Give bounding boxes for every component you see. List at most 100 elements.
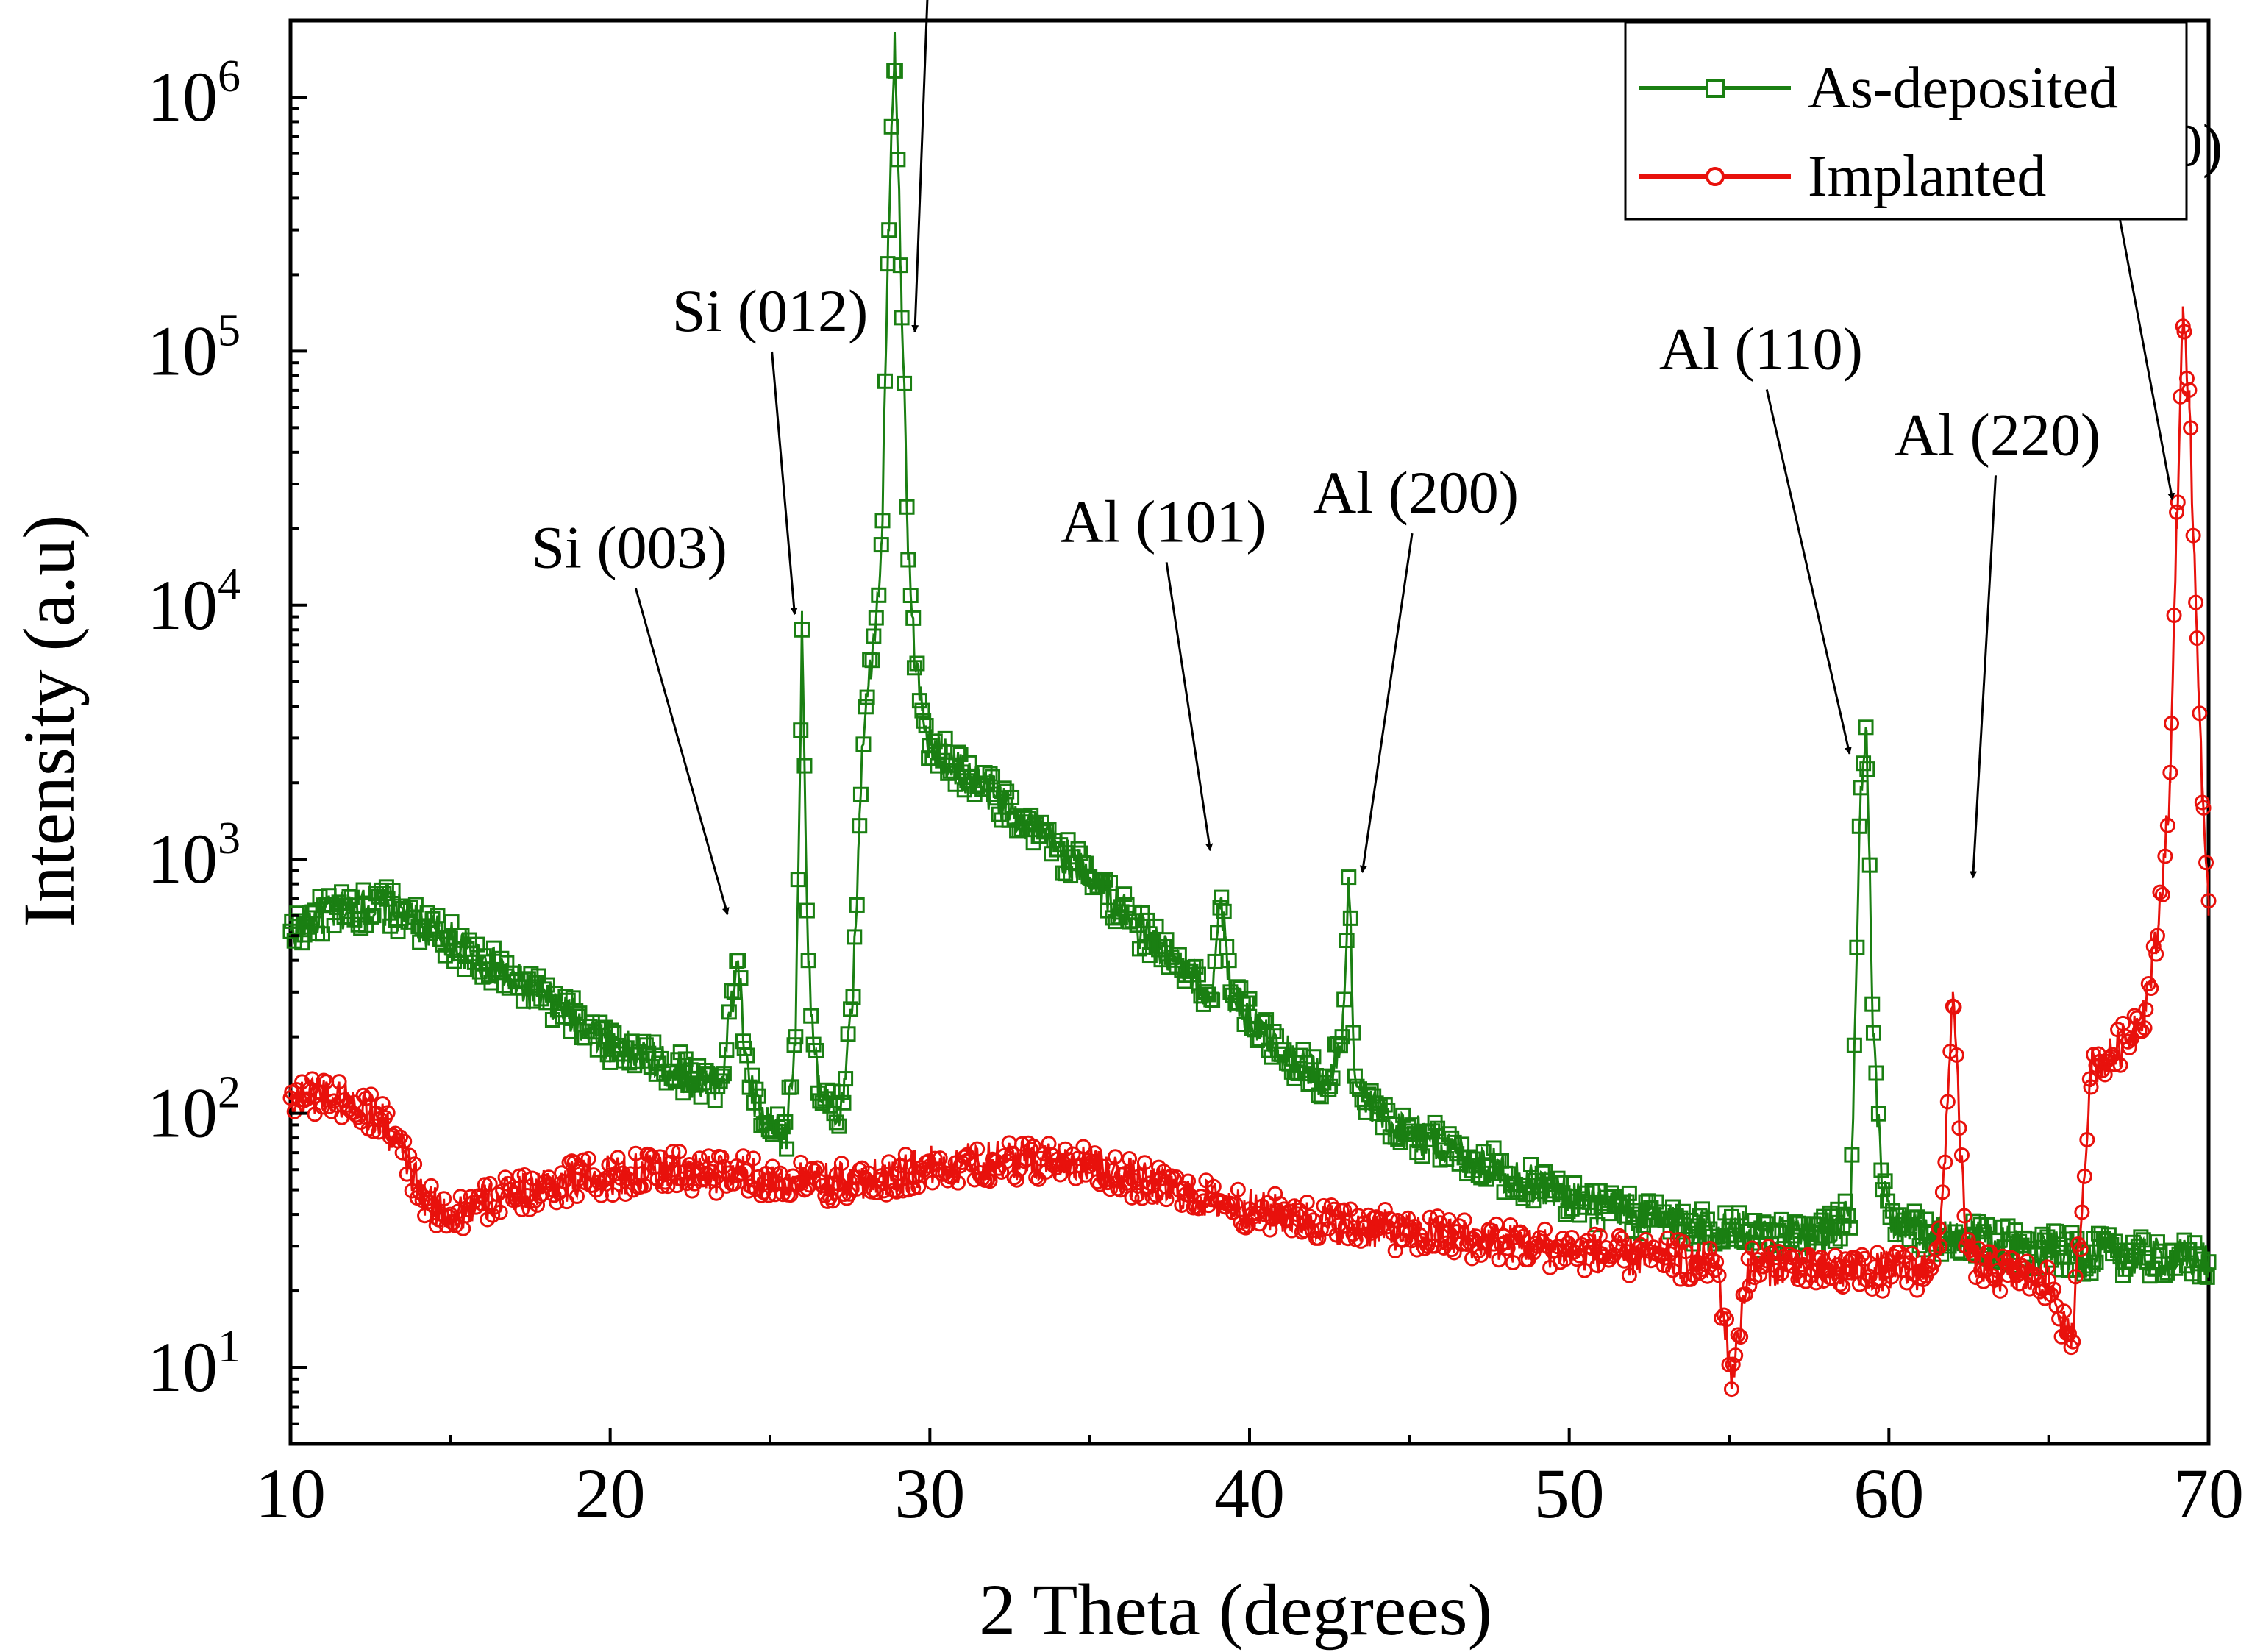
data-point (580, 1150, 596, 1167)
data-point (2199, 1269, 2215, 1285)
data-point (666, 1161, 683, 1178)
y-tick-label: 103 (147, 813, 240, 898)
data-point (918, 718, 934, 734)
data-point (852, 786, 869, 802)
data-point (679, 1175, 695, 1192)
data-point (1699, 1211, 1715, 1228)
legend-marker-implanted (1706, 167, 1725, 186)
data-point (366, 1123, 382, 1139)
data-point (2170, 494, 2186, 510)
data-point (1342, 910, 1358, 926)
data-point (1089, 1174, 1105, 1190)
data-point (1116, 1166, 1133, 1182)
peak-arrow (1765, 389, 1852, 755)
data-point (1205, 992, 1221, 1008)
data-point (803, 1008, 819, 1024)
data-point (1951, 1120, 1967, 1136)
data-point (1058, 1141, 1074, 1157)
data-point (1960, 1231, 1976, 1247)
data-point (2079, 1132, 2095, 1148)
data-point (436, 1191, 452, 1207)
data-point (1097, 872, 1113, 888)
data-point (739, 1047, 755, 1064)
data-point (482, 1175, 498, 1192)
data-point (1589, 1217, 1606, 1233)
data-point (849, 897, 865, 913)
data-point (1297, 1222, 1313, 1239)
data-point (799, 1181, 815, 1197)
data-point (516, 1167, 532, 1183)
data-point (1041, 822, 1057, 838)
data-point (852, 818, 868, 834)
data-point (1515, 1228, 1531, 1245)
data-point (937, 730, 953, 747)
data-point (897, 1147, 913, 1163)
data-point (1102, 875, 1118, 891)
peak-arrow (771, 351, 798, 616)
data-point (1302, 1208, 1318, 1225)
data-point (394, 1144, 410, 1161)
legend-marker-as-deposited (1706, 79, 1725, 98)
data-point (1870, 1245, 1886, 1261)
data-point (407, 1156, 423, 1172)
data-point (1216, 903, 1232, 919)
legend-box (1624, 21, 2188, 221)
data-point (1107, 1149, 1123, 1165)
data-point (2162, 764, 2178, 780)
data-point (905, 610, 922, 626)
data-point (1851, 818, 1867, 834)
data-point (1419, 1238, 1436, 1254)
x-axis: 10 20 30 40 50 60 70 (255, 1428, 2244, 1533)
data-point (1331, 1217, 1347, 1233)
data-point (888, 1183, 905, 1200)
data-point (646, 1034, 662, 1050)
data-point (355, 1087, 371, 1103)
series-implanted (282, 306, 2217, 1398)
data-point (2048, 1223, 2064, 1239)
y-tick-label: 105 (147, 305, 240, 390)
data-point (2000, 1267, 2016, 1283)
data-point (2105, 1047, 2121, 1063)
data-point (331, 1074, 347, 1090)
x-tick-label: 10 (255, 1454, 326, 1533)
data-point (1934, 1184, 1950, 1200)
data-point (2152, 884, 2168, 900)
data-point (1087, 1145, 1103, 1161)
peak-label: Si (012) (672, 277, 869, 344)
data-point (521, 1201, 538, 1217)
data-point (1915, 1272, 1931, 1288)
data-point (1904, 1245, 1920, 1261)
data-point (2189, 1246, 2205, 1262)
data-point (1188, 958, 1204, 975)
data-point (1456, 1212, 1472, 1228)
data-point (719, 1042, 735, 1058)
data-point (1667, 1242, 1683, 1258)
peak-label: Al (110) (1659, 315, 1863, 382)
y-axis-title: Intensity (a.u) (8, 515, 90, 928)
data-point (2014, 1258, 2030, 1274)
x-tick-label: 60 (1853, 1454, 1924, 1533)
data-point (1004, 789, 1020, 805)
data-point (730, 1167, 746, 1183)
data-point (393, 1129, 409, 1145)
data-point (855, 736, 872, 752)
data-point (847, 929, 863, 945)
data-point (2166, 608, 2182, 624)
data-point (2169, 504, 2185, 520)
data-point (914, 702, 930, 719)
data-point (684, 1183, 700, 1199)
data-point (1041, 1136, 1057, 1152)
data-point (982, 1173, 998, 1189)
data-point (1249, 1032, 1265, 1048)
data-point (738, 1163, 754, 1179)
data-point (790, 872, 806, 888)
data-point (714, 1068, 730, 1084)
data-point (583, 1178, 599, 1194)
data-point (1601, 1252, 1617, 1268)
data-point (2176, 1232, 2192, 1248)
data-point (964, 1157, 980, 1173)
data-point (859, 689, 875, 705)
data-point (828, 1114, 844, 1131)
data-point (1678, 1244, 1694, 1260)
